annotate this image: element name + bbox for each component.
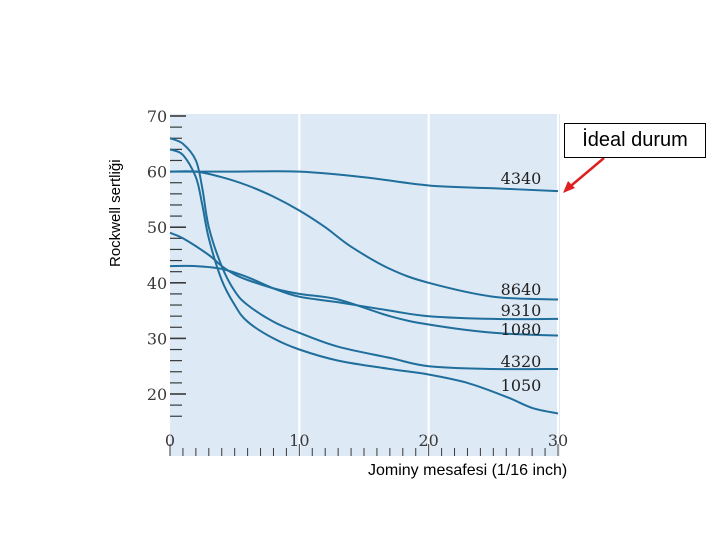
- x-tick-labels: 0 10 20 30: [165, 431, 568, 450]
- series-label-4340: 4340: [501, 169, 542, 188]
- series-line-8640: [169, 170, 559, 301]
- series-line-9310: [169, 264, 559, 321]
- x-tick-label: 20: [418, 431, 438, 450]
- series-label-1080: 1080: [501, 320, 542, 339]
- y-tick-label: 60: [147, 163, 167, 182]
- y-tick-labels: 20 30 40 50 60 70: [147, 107, 167, 404]
- series-line-1080: [169, 231, 559, 337]
- series-label-4320: 4320: [501, 352, 542, 371]
- series-line-1050: [169, 148, 559, 415]
- x-axis-label: Jominy mesafesi (1/16 inch): [368, 462, 568, 479]
- x-tick-label: 10: [289, 431, 309, 450]
- series-label-1050: 1050: [501, 376, 542, 395]
- y-axis-label: Rockwell sertliği: [107, 159, 124, 267]
- y-tick-label: 20: [147, 385, 167, 404]
- series-label-8640: 8640: [501, 280, 542, 299]
- x-tick-label: 0: [165, 431, 175, 450]
- annotation-arrow: [565, 157, 605, 191]
- ideal-case-annotation: İdeal durum: [564, 123, 706, 158]
- series-lines: [169, 137, 559, 415]
- y-tick-label: 40: [147, 274, 167, 293]
- annotation-arrowhead: [563, 181, 575, 193]
- y-tick-label: 30: [147, 329, 167, 348]
- y-tick-label: 50: [147, 218, 167, 237]
- series-label-9310: 9310: [501, 301, 542, 320]
- y-tick-label: 70: [147, 107, 167, 126]
- x-tick-label: 30: [548, 431, 568, 450]
- series-line-4320: [169, 137, 559, 371]
